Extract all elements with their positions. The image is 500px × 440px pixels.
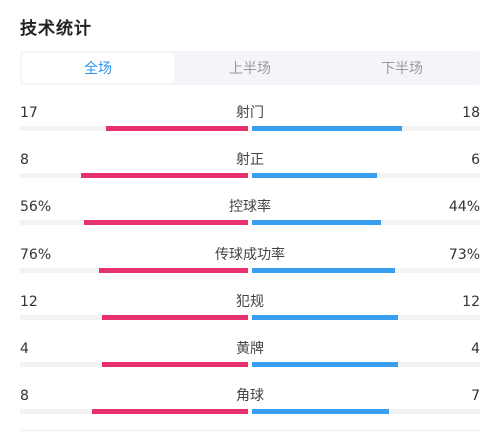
home-bar xyxy=(84,220,248,225)
divider xyxy=(20,430,480,431)
away-bar-track xyxy=(252,126,480,131)
home-value: 17 xyxy=(20,105,38,121)
stat-row-yellow-cards: 4 黄牌 4 xyxy=(20,340,480,380)
away-bar-track xyxy=(252,362,480,367)
home-bar-track xyxy=(20,409,248,414)
stat-label: 黄牌 xyxy=(236,341,264,357)
stat-row-shots-on-target: 8 射正 6 xyxy=(20,151,480,191)
stat-row-pass-accuracy: 76% 传球成功率 73% xyxy=(20,246,480,286)
away-value: 73% xyxy=(448,247,480,263)
away-bar-track xyxy=(252,220,480,225)
home-bar xyxy=(81,173,248,178)
away-bar xyxy=(252,409,389,414)
home-value: 56% xyxy=(20,199,52,215)
period-tabs: 全场 上半场 下半场 xyxy=(20,51,480,85)
home-value: 12 xyxy=(20,294,38,310)
home-bar xyxy=(99,268,248,273)
away-bar-track xyxy=(252,315,480,320)
home-bar-track xyxy=(20,315,248,320)
stat-row-shots: 17 射门 18 xyxy=(20,104,480,144)
home-value: 8 xyxy=(20,152,29,168)
away-value: 12 xyxy=(462,294,480,310)
home-value: 4 xyxy=(20,341,29,357)
tab-full-match[interactable]: 全场 xyxy=(22,53,174,83)
home-bar xyxy=(92,409,248,414)
home-value: 76% xyxy=(20,247,52,263)
away-value: 44% xyxy=(448,199,480,215)
page-title: 技术统计 xyxy=(20,19,92,39)
away-value: 6 xyxy=(471,152,480,168)
tab-first-half[interactable]: 上半场 xyxy=(229,61,271,77)
away-value: 4 xyxy=(471,341,480,357)
away-bar xyxy=(252,126,402,131)
away-value: 18 xyxy=(462,105,480,121)
away-bar-track xyxy=(252,409,480,414)
home-bar xyxy=(102,315,248,320)
stat-label: 射门 xyxy=(236,105,264,121)
stat-row-fouls: 12 犯规 12 xyxy=(20,293,480,333)
home-bar xyxy=(106,126,248,131)
home-bar-track xyxy=(20,268,248,273)
home-bar xyxy=(102,362,248,367)
home-bar-track xyxy=(20,126,248,131)
home-bar-track xyxy=(20,173,248,178)
away-bar xyxy=(252,220,381,225)
home-bar-track xyxy=(20,362,248,367)
stat-row-corners: 8 角球 7 xyxy=(20,387,480,427)
stat-label: 犯规 xyxy=(236,294,264,310)
away-value: 7 xyxy=(471,388,480,404)
stat-label: 角球 xyxy=(236,388,264,404)
away-bar xyxy=(252,315,398,320)
tab-second-half[interactable]: 下半场 xyxy=(381,61,423,77)
away-bar xyxy=(252,362,398,367)
stat-label: 控球率 xyxy=(229,199,271,215)
away-bar-track xyxy=(252,268,480,273)
stat-row-possession: 56% 控球率 44% xyxy=(20,198,480,238)
stat-label: 射正 xyxy=(236,152,264,168)
home-value: 8 xyxy=(20,388,29,404)
away-bar xyxy=(252,173,377,178)
away-bar-track xyxy=(252,173,480,178)
stat-label: 传球成功率 xyxy=(215,247,285,263)
home-bar-track xyxy=(20,220,248,225)
away-bar xyxy=(252,268,395,273)
